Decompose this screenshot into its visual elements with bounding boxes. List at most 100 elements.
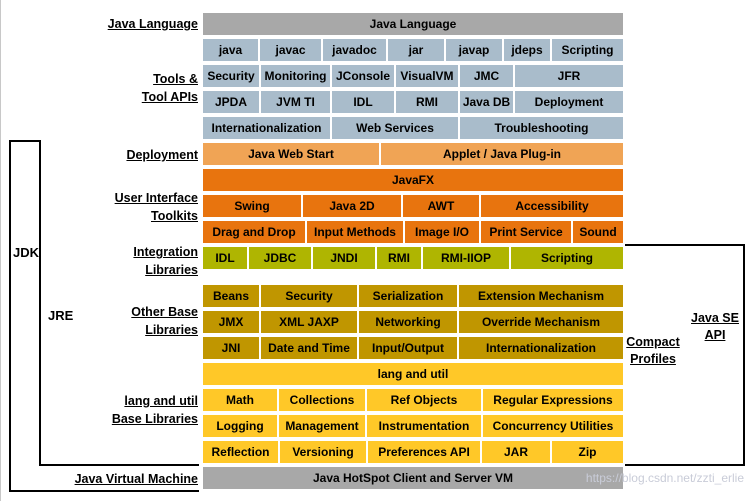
cell-extension-mechanism: Extension Mechanism xyxy=(459,285,623,307)
cell-scripting: Scripting xyxy=(552,39,623,61)
cell-java: java xyxy=(203,39,258,61)
label-other-base-libraries: Other Base Libraries xyxy=(131,303,198,339)
cell-monitoring: Monitoring xyxy=(261,65,330,87)
label-user-interface-toolkits-line-2: Toolkits xyxy=(151,209,198,223)
watermark: https://blog.csdn.net/zzti_erlie xyxy=(585,471,744,485)
cell-instrumentation: Instrumentation xyxy=(367,415,481,437)
cell-jmx: JMX xyxy=(203,311,259,333)
label-deployment: Deployment xyxy=(126,146,198,164)
deployment-row: Java Web Start Applet / Java Plug-in xyxy=(203,143,623,165)
cell-java-hotspot-client-and-server-vm: Java HotSpot Client and Server VM xyxy=(203,467,623,489)
label-integration-libraries-line-2: Libraries xyxy=(145,263,198,277)
cell-swing: Swing xyxy=(203,195,301,217)
cell-math: Math xyxy=(203,389,277,411)
jdk-bracket-bottom xyxy=(9,490,199,492)
cell-applet-java-plug-in: Applet / Java Plug-in xyxy=(381,143,623,165)
cell-drag-and-drop: Drag and Drop xyxy=(203,221,305,243)
jdk-label: JDK xyxy=(13,245,40,260)
label-user-interface-toolkits-line-1: User Interface xyxy=(114,191,198,205)
cell-javac: javac xyxy=(260,39,321,61)
label-java-virtual-machine-line-1: Java Virtual Machine xyxy=(74,472,198,486)
cell-date-and-time: Date and Time xyxy=(261,337,357,359)
java-se-api-line-2: API xyxy=(704,328,726,342)
label-java-language: Java Language xyxy=(108,15,198,33)
cell-image-i-o: Image I/O xyxy=(405,221,479,243)
cell-awt: AWT xyxy=(403,195,479,217)
cell-input-output: Input/Output xyxy=(359,337,457,359)
label-tools-tool-apis-line-1: Tools & xyxy=(153,72,198,86)
cell-java-web-start: Java Web Start xyxy=(203,143,379,165)
compact-profiles-line-2: Profiles xyxy=(630,352,676,366)
cell-print-service: Print Service xyxy=(481,221,571,243)
cell-logging: Logging xyxy=(203,415,277,437)
java-language-bar: Java Language xyxy=(203,13,623,35)
java-se-api-bracket-top xyxy=(625,244,745,246)
label-integration-libraries-line-1: Integration xyxy=(133,245,198,259)
cell-accessibility: Accessibility xyxy=(481,195,623,217)
ui-toolkits-row-1: Swing Java 2D AWT Accessibility xyxy=(203,195,623,217)
cell-jconsole: JConsole xyxy=(332,65,394,87)
cell-security: Security xyxy=(261,285,357,307)
other-base-row-2: JMX XML JAXP Networking Override Mechanism xyxy=(203,311,623,333)
jre-label: JRE xyxy=(48,308,74,323)
diagram-grid: Java Language java javac javadoc jar javap jde… xyxy=(203,13,623,493)
label-other-base-libraries-line-1: Other Base xyxy=(131,305,198,319)
label-other-base-libraries-line-2: Libraries xyxy=(145,323,198,337)
cell-rmi-iiop: RMI-IIOP xyxy=(423,247,509,269)
cell-versioning: Versioning xyxy=(280,441,366,463)
cell-javadoc: javadoc xyxy=(323,39,386,61)
cell-override-mechanism: Override Mechanism xyxy=(459,311,623,333)
ui-toolkits-row-2: Drag and Drop Input Methods Image I/O Print… xyxy=(203,221,623,243)
tools-row-4: Internationalization Web Services Troubles… xyxy=(203,117,623,139)
cell-deployment: Deployment xyxy=(515,91,623,113)
java-se-api-bracket-vertical xyxy=(743,244,745,466)
java-se-api-line-1: Java SE xyxy=(691,311,739,325)
label-integration-libraries: Integration Libraries xyxy=(133,243,198,279)
cell-jni: JNI xyxy=(203,337,259,359)
cell-java-2d: Java 2D xyxy=(303,195,401,217)
cell-reflection: Reflection xyxy=(203,441,278,463)
integration-row: IDL JDBC JNDI RMI RMI-IIOP Scripting xyxy=(203,247,623,269)
tools-row-1: java javac javadoc jar javap jdeps Scripting xyxy=(203,39,623,61)
other-base-row-1: Beans Security Serialization Extension Mech… xyxy=(203,285,623,307)
cell-concurrency-utilities: Concurrency Utilities xyxy=(483,415,623,437)
cell-jfr: JFR xyxy=(515,65,623,87)
label-tools-tool-apis: Tools & Tool APIs xyxy=(142,70,198,106)
tools-row-2: Security Monitoring JConsole VisualVM JMC JFR xyxy=(203,65,623,87)
label-lang-and-util-base-libraries: lang and util Base Libraries xyxy=(112,392,198,428)
cell-javafx: JavaFX xyxy=(203,169,623,191)
java-se-api-bracket-bottom xyxy=(625,464,745,466)
cell-internationalization: Internationalization xyxy=(459,337,623,359)
cell-networking: Networking xyxy=(359,311,457,333)
cell-visualvm: VisualVM xyxy=(396,65,458,87)
cell-regular-expressions: Regular Expressions xyxy=(483,389,623,411)
label-tools-tool-apis-line-2: Tool APIs xyxy=(141,90,198,104)
java-se-api-label: Java SE API xyxy=(687,310,743,344)
cell-sound: Sound xyxy=(573,221,623,243)
cell-preferences-api: Preferences API xyxy=(368,441,480,463)
cell-rmi: RMI xyxy=(377,247,421,269)
cell-serialization: Serialization xyxy=(359,285,457,307)
cell-rmi: RMI xyxy=(396,91,458,113)
cell-jpda: JPDA xyxy=(203,91,259,113)
cell-zip: Zip xyxy=(552,441,623,463)
cell-web-services: Web Services xyxy=(332,117,458,139)
cell-idl: IDL xyxy=(332,91,394,113)
cell-java-db: Java DB xyxy=(460,91,513,113)
jre-bracket-vertical xyxy=(39,140,41,466)
label-java-language-line-1: Java Language xyxy=(107,17,198,31)
cell-jmc: JMC xyxy=(460,65,513,87)
cell-input-methods: Input Methods xyxy=(307,221,403,243)
cell-idl: IDL xyxy=(203,247,247,269)
javafx-bar: JavaFX xyxy=(203,169,623,191)
cell-internationalization: Internationalization xyxy=(203,117,330,139)
cell-jvm-ti: JVM TI xyxy=(261,91,330,113)
cell-java-language: Java Language xyxy=(203,13,623,35)
lang-util-bar: lang and util xyxy=(203,363,623,385)
label-lang-and-util-base-libraries-line-1: lang and util xyxy=(124,394,198,408)
jre-bracket-bottom xyxy=(39,464,199,466)
cell-ref-objects: Ref Objects xyxy=(367,389,481,411)
label-lang-and-util-base-libraries-line-2: Base Libraries xyxy=(111,412,198,426)
cell-jar: jar xyxy=(388,39,444,61)
